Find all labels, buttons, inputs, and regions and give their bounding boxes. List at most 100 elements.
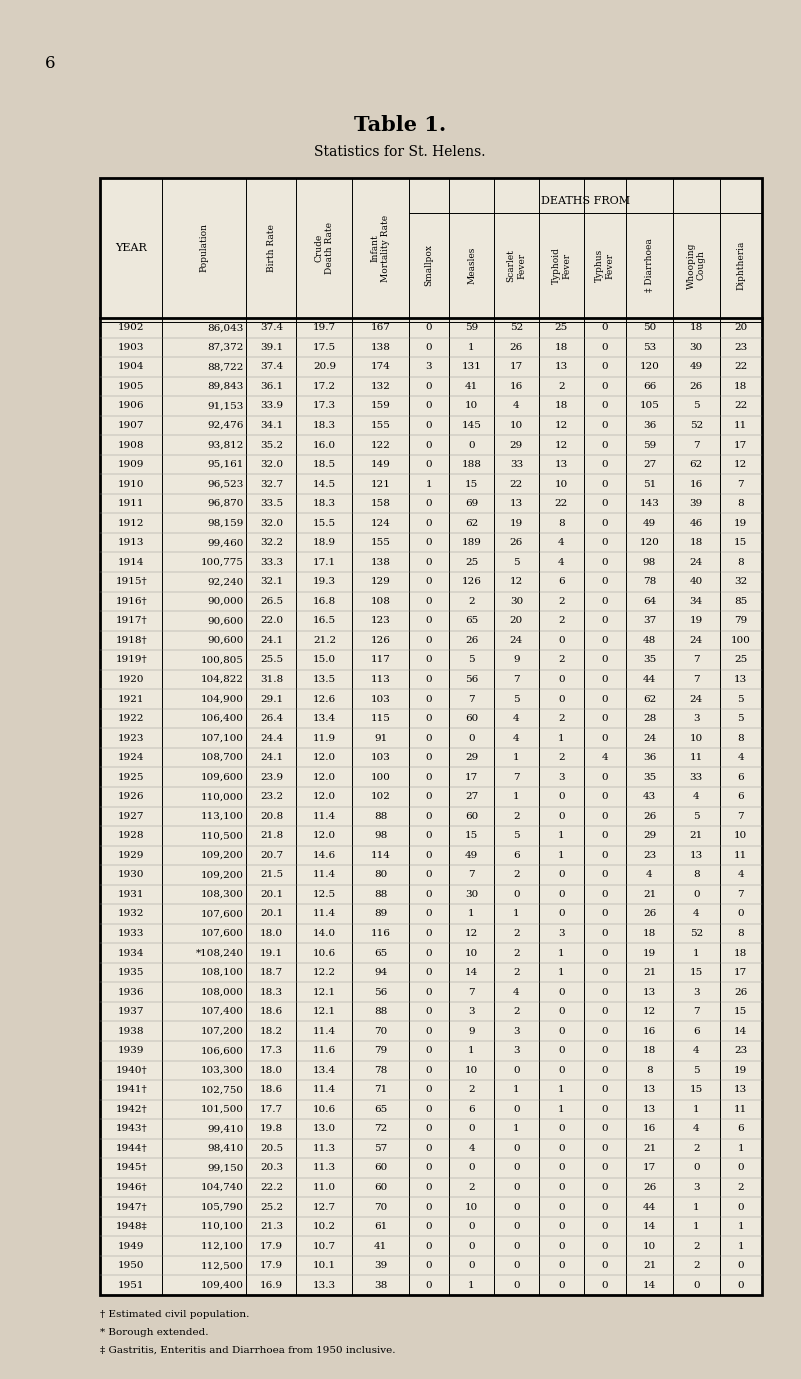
Text: 21.8: 21.8 (260, 832, 283, 840)
Text: 32.7: 32.7 (260, 480, 283, 488)
Text: 4: 4 (738, 870, 744, 880)
Text: 15: 15 (690, 1085, 702, 1095)
Text: 35: 35 (643, 655, 656, 665)
Text: 17.3: 17.3 (260, 1047, 283, 1055)
Text: 17.9: 17.9 (260, 1241, 283, 1251)
Text: 65: 65 (465, 616, 478, 625)
Text: 0: 0 (602, 1124, 608, 1134)
Text: 1: 1 (558, 968, 565, 978)
Text: 13.0: 13.0 (313, 1124, 336, 1134)
Text: 0: 0 (425, 870, 432, 880)
Text: 107,600: 107,600 (200, 910, 244, 918)
Text: Whooping
Cough: Whooping Cough (686, 243, 706, 288)
Text: 39.1: 39.1 (260, 343, 283, 352)
Text: 1950: 1950 (118, 1262, 144, 1270)
Text: 4: 4 (513, 714, 520, 723)
Text: 1: 1 (469, 1047, 475, 1055)
Text: 4: 4 (469, 1145, 475, 1153)
Text: 0: 0 (425, 1145, 432, 1153)
Text: 10.2: 10.2 (313, 1222, 336, 1231)
Text: 11: 11 (690, 753, 702, 763)
Text: 5: 5 (738, 714, 744, 723)
Text: 10: 10 (465, 1202, 478, 1212)
Text: 0: 0 (602, 812, 608, 821)
Text: 1: 1 (558, 1105, 565, 1114)
Text: 78: 78 (643, 578, 656, 586)
Text: *108,240: *108,240 (195, 949, 244, 957)
Text: 19.8: 19.8 (260, 1124, 283, 1134)
Text: 1: 1 (513, 792, 520, 801)
Text: 107,100: 107,100 (200, 734, 244, 743)
Text: 120: 120 (639, 538, 659, 547)
Text: 1946†: 1946† (115, 1183, 147, 1191)
Text: 1: 1 (738, 1241, 744, 1251)
Text: 14: 14 (735, 1027, 747, 1036)
Text: 11: 11 (735, 421, 747, 430)
Text: 112,500: 112,500 (200, 1262, 244, 1270)
Text: 17.2: 17.2 (313, 382, 336, 390)
Text: 35: 35 (643, 772, 656, 782)
Text: 0: 0 (469, 1241, 475, 1251)
Text: 0: 0 (558, 910, 565, 918)
Text: 1: 1 (469, 910, 475, 918)
Text: 71: 71 (374, 1085, 387, 1095)
Text: 6: 6 (45, 55, 55, 72)
Text: 0: 0 (558, 636, 565, 645)
Text: Typhus
Fever: Typhus Fever (595, 248, 614, 283)
Text: 0: 0 (513, 1164, 520, 1172)
Text: 12: 12 (554, 440, 568, 450)
Text: 23.2: 23.2 (260, 792, 283, 801)
Text: 100: 100 (371, 772, 390, 782)
Text: 0: 0 (513, 1262, 520, 1270)
Text: 12.0: 12.0 (313, 753, 336, 763)
Text: 104,740: 104,740 (200, 1183, 244, 1191)
Text: 13.5: 13.5 (313, 674, 336, 684)
Text: 0: 0 (558, 674, 565, 684)
Text: 0: 0 (558, 987, 565, 997)
Text: 48: 48 (643, 636, 656, 645)
Text: 138: 138 (371, 343, 390, 352)
Text: 155: 155 (371, 538, 390, 547)
Text: 109,400: 109,400 (200, 1281, 244, 1289)
Text: 11: 11 (735, 1105, 747, 1114)
Text: 0: 0 (602, 616, 608, 625)
Text: 11.4: 11.4 (313, 1085, 336, 1095)
Text: 11.4: 11.4 (313, 1027, 336, 1036)
Text: 6: 6 (513, 851, 520, 860)
Text: 1: 1 (693, 1105, 699, 1114)
Text: 15: 15 (465, 832, 478, 840)
Text: 9: 9 (469, 1027, 475, 1036)
Text: 108,100: 108,100 (200, 968, 244, 978)
Text: 25.5: 25.5 (260, 655, 283, 665)
Text: 8: 8 (558, 519, 565, 528)
Text: 0: 0 (602, 655, 608, 665)
Text: 10: 10 (465, 949, 478, 957)
Text: 116: 116 (371, 929, 390, 938)
Text: 0: 0 (602, 929, 608, 938)
Text: 18: 18 (554, 401, 568, 411)
Text: 52: 52 (690, 421, 702, 430)
Text: 24: 24 (690, 695, 702, 703)
Text: 0: 0 (425, 421, 432, 430)
Text: * Borough extended.: * Borough extended. (100, 1328, 208, 1338)
Text: 50: 50 (643, 323, 656, 332)
Text: 1909: 1909 (118, 461, 144, 469)
Text: 0: 0 (602, 499, 608, 507)
Text: 10: 10 (509, 421, 523, 430)
Text: 10.1: 10.1 (313, 1262, 336, 1270)
Text: 1: 1 (558, 1085, 565, 1095)
Text: 3: 3 (558, 929, 565, 938)
Text: 10: 10 (690, 734, 702, 743)
Text: 0: 0 (425, 1281, 432, 1289)
Text: 0: 0 (602, 949, 608, 957)
Text: 0: 0 (425, 382, 432, 390)
Text: 108,300: 108,300 (200, 889, 244, 899)
Text: 2: 2 (513, 812, 520, 821)
Text: 14: 14 (643, 1281, 656, 1289)
Text: 44: 44 (643, 1202, 656, 1212)
Text: 0: 0 (425, 889, 432, 899)
Text: 17: 17 (465, 772, 478, 782)
Text: 4: 4 (693, 910, 699, 918)
Text: 0: 0 (602, 792, 608, 801)
Text: 0: 0 (513, 1183, 520, 1191)
